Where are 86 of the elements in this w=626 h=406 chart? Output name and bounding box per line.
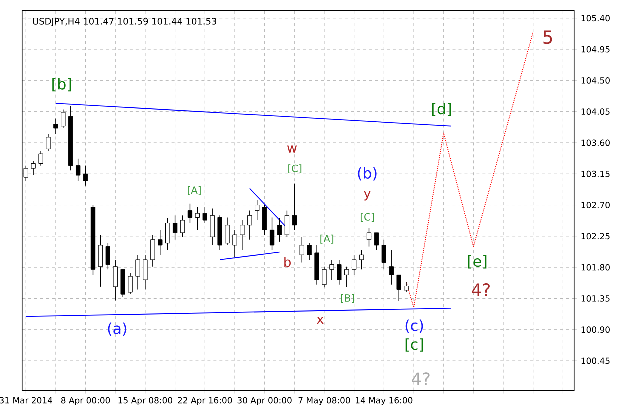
candlestick [54,118,58,134]
annotation: x [317,316,324,324]
candlestick [352,254,357,276]
text: USDJPY,H4 101.47 101.59 101.44 101.53 [33,18,216,27]
candlestick [38,150,44,166]
x-tick-label: 22 Apr 16:00 [178,397,232,406]
annotation: [C] [360,213,374,222]
candlestick [330,260,334,280]
candlestick [396,274,402,302]
candlestick [389,250,394,286]
candlestick [113,260,118,302]
candlestick [136,254,140,290]
candlestick [180,215,186,238]
annotation: b [284,257,291,268]
x-tick-label: 14 May 16:00 [356,397,413,406]
annotation: 5 [544,30,552,44]
candlestick [270,217,275,251]
candlestick [277,218,282,242]
x-tick-label: 31 Mar 2014 [0,397,52,404]
candlestick [255,200,260,221]
x-tick-label: 30 Apr 00:00 [238,397,292,406]
candlestick [374,232,380,251]
y-tick-label: 103.60 [582,140,610,146]
candlestick [225,217,230,246]
y-tick-label: 100.90 [582,326,610,334]
candlestick [143,254,148,290]
candlestick [359,250,364,270]
candlestick [404,282,409,293]
annotation: (c) [406,320,424,334]
candlestick [322,266,327,288]
y-tick-label: 101.80 [582,264,610,271]
annotation: 4? [412,372,430,386]
annotation: (a) [108,322,127,336]
candlestick [83,165,88,186]
y-tick-label: 101.35 [582,296,610,302]
annotation: [B] [341,294,354,304]
annotation: [e] [468,255,487,269]
candlestick [344,266,350,288]
annotation: [b] [52,78,72,92]
candlestick [106,242,111,270]
candlestick [292,183,297,231]
x-tick-label: 7 May 08:00 [298,397,350,406]
candlestick [98,234,104,288]
candlestick [128,272,133,295]
candlestick [76,158,81,182]
y-tick-label: 104.95 [582,46,610,53]
candlestick [61,109,66,129]
x-tick-label: 15 Apr 08:00 [118,397,172,406]
annotation: [A] [320,234,334,244]
annotation: [A] [188,186,201,196]
candlestick [195,206,200,231]
candlestick [46,134,51,152]
y-tick-label: 104.05 [582,108,610,116]
candlestick [172,215,178,240]
annotation: [c] [406,338,424,352]
y-tick-label: 104.50 [582,77,610,84]
candlestick [166,218,170,251]
candlestick [31,160,36,176]
y-tick-label: 102.25 [582,233,610,240]
y-tick-label: 105.40 [582,15,610,22]
candlestick [366,228,372,248]
candlestick [262,204,268,236]
x-tick-label: 8 Apr 00:00 [61,397,110,406]
annotation: [d] [432,103,452,116]
candlestick [337,260,342,286]
candlestick [150,234,156,268]
candlestick [158,230,163,256]
annotation: w [288,146,298,153]
annotation: y [364,190,371,201]
line-series [406,32,534,308]
annotation: 4? [472,284,490,296]
annotation: (b) [358,167,377,181]
candlestick [382,240,387,270]
y-tick-label: 102.70 [582,202,610,208]
candlestick [210,208,215,246]
annotation: [C] [288,164,302,174]
candlestick [284,210,290,238]
candlestick [202,206,208,224]
y-tick-label: 100.45 [582,358,610,364]
y-tick-label: 103.15 [582,170,610,178]
candlestick [188,204,193,224]
candlestick [248,210,252,240]
candlestick [240,220,245,251]
candlestick [232,230,238,258]
candlestick [300,236,304,264]
candlestick [307,242,312,260]
